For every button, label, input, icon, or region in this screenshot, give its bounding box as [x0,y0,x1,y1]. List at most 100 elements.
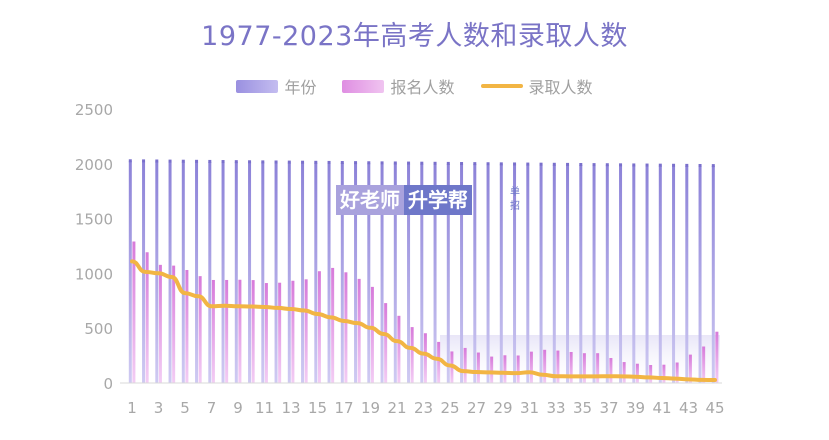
bar-year[interactable] [261,162,265,383]
bar-apply[interactable] [675,362,679,383]
bar-year[interactable] [327,162,331,383]
bar-year[interactable] [592,165,596,383]
bar-apply[interactable] [172,265,176,383]
bar-apply[interactable] [331,267,335,383]
bar-apply[interactable] [344,272,348,383]
bar-year[interactable] [685,165,689,383]
watermark-part1: 好老师 [336,185,404,215]
bar-year[interactable] [208,161,212,383]
bar-apply[interactable] [490,356,494,383]
bar-apply[interactable] [278,282,282,383]
series-line-admit[interactable] [130,259,717,383]
legend-item-year[interactable]: 年份 [236,74,316,98]
bar-year[interactable] [287,162,291,383]
bar-apply[interactable] [304,279,308,383]
bar-year[interactable] [460,164,464,383]
bar-apply[interactable] [609,358,613,383]
bar-year[interactable] [128,161,132,383]
bar-apply[interactable] [384,303,388,383]
bar-year[interactable] [645,165,649,383]
bar-apply[interactable] [251,280,255,383]
bar-year[interactable] [393,163,397,383]
bar-apply[interactable] [543,349,547,383]
bar-apply[interactable] [211,279,215,383]
bar-year[interactable] [632,165,636,383]
bar-apply[interactable] [291,280,295,383]
bar-apply[interactable] [582,353,586,383]
legend-item-admit[interactable]: 录取人数 [480,74,593,98]
bar-year[interactable] [181,161,185,383]
bar-apply[interactable] [357,278,361,383]
bar-apply[interactable] [662,364,666,383]
bar-year-cap [168,159,172,163]
bar-year-cap [380,161,384,165]
bar-apply[interactable] [158,264,162,383]
bar-year[interactable] [499,164,503,383]
bar-year[interactable] [711,166,715,383]
bar-year[interactable] [301,162,305,383]
bar-apply[interactable] [397,315,401,383]
bar-apply[interactable] [225,279,229,383]
y-tick-label: 500 [84,320,113,338]
bar-year[interactable] [340,163,344,383]
bar-apply[interactable] [702,346,706,383]
bar-apply[interactable] [688,354,692,383]
bar-apply[interactable] [503,355,507,383]
legend-swatch-year [236,79,279,93]
bar-apply[interactable] [715,331,719,383]
bar-year[interactable] [605,165,609,383]
bar-apply[interactable] [145,252,149,383]
bar-year[interactable] [698,165,702,383]
bar-apply[interactable] [185,270,189,383]
y-tick-label: 2500 [75,101,113,119]
bar-apply[interactable] [264,283,268,383]
bar-year[interactable] [579,165,583,383]
x-tick-label: 33 [546,399,565,417]
bar-apply[interactable] [556,350,560,383]
bar-apply[interactable] [317,271,321,383]
bar-apply[interactable] [635,363,639,383]
bar-apply[interactable] [198,276,202,383]
bar-year[interactable] [433,163,437,383]
bar-apply[interactable] [516,355,520,383]
bar-apply[interactable] [649,365,653,383]
bar-year[interactable] [566,164,570,383]
bar-year[interactable] [168,161,172,383]
bar-year[interactable] [446,163,450,383]
bar-apply[interactable] [476,352,480,383]
bar-apply[interactable] [529,351,533,383]
bar-year-cap [711,164,715,168]
bar-year[interactable] [486,164,490,383]
bar-year[interactable] [420,163,424,383]
bar-apply[interactable] [132,241,136,383]
bar-year[interactable] [274,162,278,383]
bar-year[interactable] [526,164,530,383]
bar-apply[interactable] [238,279,242,383]
bar-year[interactable] [248,162,252,383]
bar-year[interactable] [367,163,371,383]
bar-year[interactable] [672,165,676,383]
bar-apply[interactable] [410,327,414,383]
bar-apply[interactable] [596,353,600,383]
bar-apply[interactable] [423,333,427,383]
bar-apply[interactable] [370,286,374,383]
legend-item-apply[interactable]: 报名人数 [342,74,455,98]
bar-year[interactable] [473,164,477,383]
bar-year[interactable] [658,165,662,383]
bar-apply[interactable] [437,341,441,383]
bar-year[interactable] [195,161,199,383]
bar-year[interactable] [539,164,543,383]
bar-year[interactable] [619,165,623,383]
bar-apply[interactable] [463,347,467,383]
bar-year[interactable] [552,164,556,383]
bar-apply[interactable] [622,362,626,383]
bar-year[interactable] [221,162,225,383]
bar-apply[interactable] [569,351,573,383]
bar-year[interactable] [513,164,517,383]
bar-year[interactable] [354,163,358,383]
bar-year[interactable] [380,163,384,383]
bar-year[interactable] [407,163,411,383]
bar-year[interactable] [314,162,318,383]
watermark-side: 单招 [510,187,520,212]
bar-year[interactable] [234,162,238,383]
